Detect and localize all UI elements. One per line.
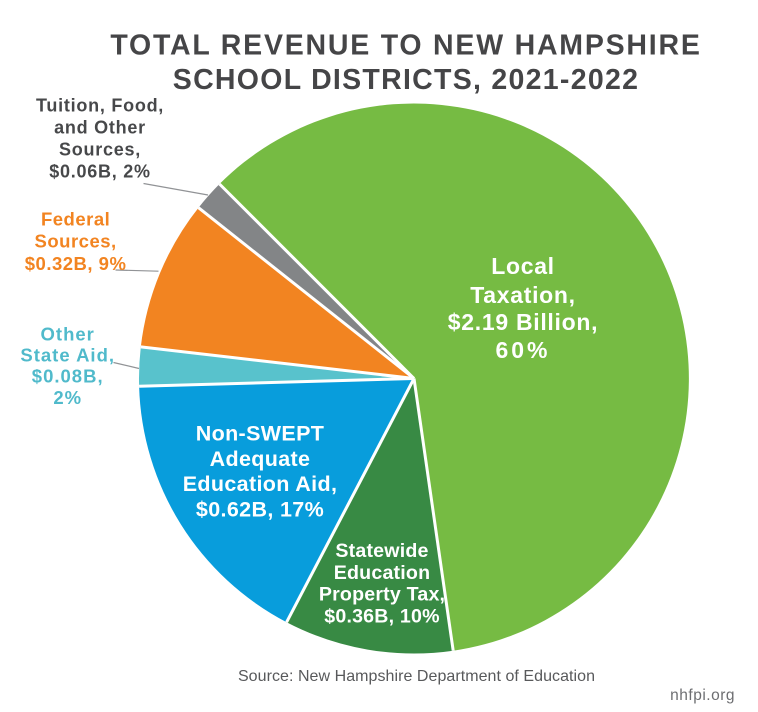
svg-text:nhfpi.org: nhfpi.org: [670, 687, 735, 704]
svg-text:SCHOOL DISTRICTS, 2021-2022: SCHOOL DISTRICTS, 2021-2022: [173, 64, 639, 96]
svg-text:$0.36B, 10%: $0.36B, 10%: [324, 606, 440, 628]
svg-text:Federal: Federal: [41, 209, 110, 230]
svg-text:$2.19 Billion,: $2.19 Billion,: [448, 309, 598, 335]
svg-text:Tuition, Food,: Tuition, Food,: [36, 96, 164, 116]
svg-text:and Other: and Other: [54, 117, 146, 137]
svg-text:Property Tax,: Property Tax,: [319, 584, 445, 606]
svg-text:2%: 2%: [53, 387, 82, 408]
svg-text:Education Aid,: Education Aid,: [183, 472, 338, 496]
svg-text:Source: New Hampshire Departme: Source: New Hampshire Department of Educ…: [238, 668, 595, 685]
svg-text:Sources,: Sources,: [59, 140, 141, 160]
svg-text:Education: Education: [334, 562, 431, 584]
svg-text:Other: Other: [41, 324, 95, 345]
svg-text:Local: Local: [491, 253, 555, 279]
svg-text:Adequate: Adequate: [210, 447, 311, 471]
svg-text:60%: 60%: [495, 337, 550, 363]
svg-text:Taxation,: Taxation,: [470, 282, 576, 308]
svg-text:Sources,: Sources,: [35, 230, 117, 251]
svg-text:$0.08B,: $0.08B,: [32, 366, 104, 387]
svg-text:Non-SWEPT: Non-SWEPT: [196, 422, 325, 446]
svg-text:$0.62B, 17%: $0.62B, 17%: [196, 498, 324, 522]
svg-text:$0.06B, 2%: $0.06B, 2%: [49, 161, 151, 181]
svg-text:$0.32B, 9%: $0.32B, 9%: [25, 253, 127, 274]
svg-text:Statewide: Statewide: [335, 540, 428, 562]
svg-text:State Aid,: State Aid,: [20, 345, 115, 366]
svg-text:TOTAL REVENUE TO NEW HAMPSHIRE: TOTAL REVENUE TO NEW HAMPSHIRE: [110, 30, 701, 62]
